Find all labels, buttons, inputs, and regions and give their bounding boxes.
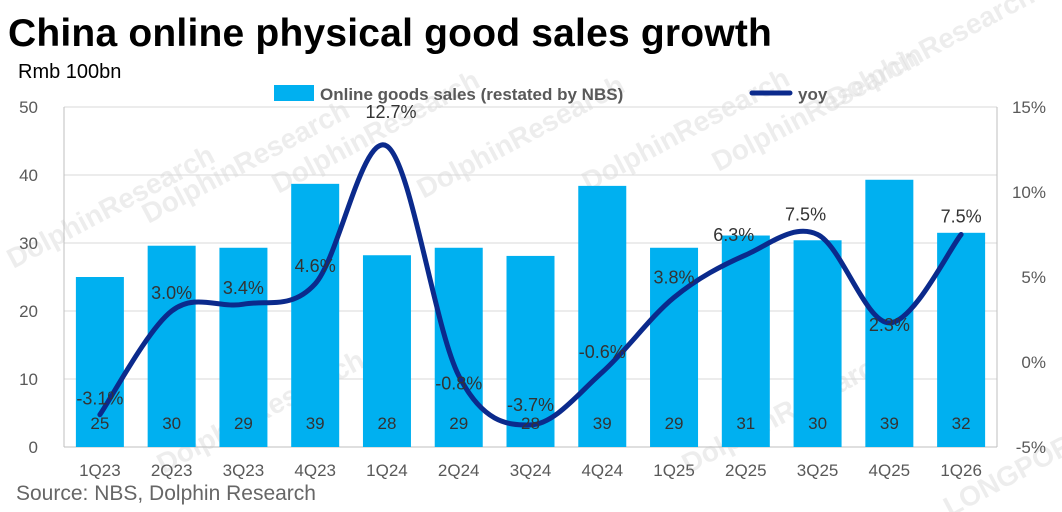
yoy-value-label: -0.8% (435, 374, 482, 394)
legend-bar-swatch (274, 85, 314, 101)
source-note: Source: NBS, Dolphin Research (16, 482, 316, 505)
x-axis-tick-label: 4Q25 (869, 461, 911, 480)
left-axis-tick-label: 50 (19, 98, 38, 117)
right-axis-tick-label: -5% (1016, 438, 1046, 457)
legend-line-label: yoy (798, 85, 828, 104)
yoy-value-label: 4.6% (295, 256, 336, 276)
yoy-value-label: 3.0% (151, 283, 192, 303)
bar-value-label: 39 (593, 414, 612, 433)
yoy-value-label: -0.6% (579, 342, 626, 362)
chart-title: China online physical good sales growth (8, 12, 773, 55)
bar-online-goods-sales (219, 247, 268, 447)
left-axis-tick-label: 30 (19, 234, 38, 253)
yoy-value-label: 12.7% (365, 102, 416, 122)
yoy-line (97, 142, 964, 428)
right-axis-tick-label: 5% (1021, 268, 1046, 287)
x-axis-tick-label: 2Q23 (151, 461, 193, 480)
bar-online-goods-sales (434, 247, 483, 447)
bar-value-label: 39 (880, 414, 899, 433)
yoy-value-label: 6.3% (713, 225, 754, 245)
yoy-value-label: -3.1% (76, 389, 123, 409)
x-axis-tick-label: 3Q25 (797, 461, 839, 480)
yoy-value-label: -3.7% (507, 395, 554, 415)
bar-online-goods-sales (793, 240, 842, 447)
legend-layer: Online goods sales (restated by NBS) yoy (274, 85, 828, 104)
bar-value-label: 25 (90, 414, 109, 433)
yoy-value-label: 7.5% (941, 207, 982, 227)
watermark-text: DolphinResearch (822, 0, 1040, 114)
left-axis-tick-label: 0 (29, 438, 38, 457)
bar-online-goods-sales (75, 277, 124, 447)
bar-value-label: 29 (665, 414, 684, 433)
bar-value-label: 28 (521, 414, 540, 433)
yoy-value-label: 2.3% (869, 315, 910, 335)
right-axis-tick-label: 10% (1012, 183, 1046, 202)
x-axis-tick-label: 1Q23 (79, 461, 121, 480)
axis-layer: 0 10 20 30 40 50 -5% 0% 5% 10% 15% 1Q23 2Q23 3Q23 4Q23… (19, 98, 1046, 480)
bar-online-goods-sales (650, 247, 699, 447)
bar-layer (75, 179, 986, 447)
right-axis-tick-label: 15% (1012, 98, 1046, 117)
x-axis-tick-label: 2Q25 (725, 461, 767, 480)
bar-online-goods-sales (937, 232, 986, 447)
label-layer: 25 30 29 39 28 29 28 39 29 31 30 39 32 -3.1% 3.0% 3.4% 4… (76, 102, 981, 433)
x-axis-tick-label: 4Q23 (294, 461, 336, 480)
bar-online-goods-sales (362, 255, 411, 447)
x-axis-tick-label: 3Q24 (510, 461, 552, 480)
bar-value-label: 39 (306, 414, 325, 433)
legend-bar-label: Online goods sales (restated by NBS) (320, 85, 623, 104)
bar-value-label: 29 (234, 414, 253, 433)
yoy-value-label: 3.4% (223, 278, 264, 298)
bar-value-label: 30 (808, 414, 827, 433)
x-axis-tick-label: 1Q26 (940, 461, 982, 480)
bar-value-label: 31 (736, 414, 755, 433)
x-axis-tick-label: 1Q24 (366, 461, 408, 480)
bar-online-goods-sales (721, 235, 770, 447)
x-axis-tick-label: 4Q24 (581, 461, 623, 480)
bar-online-goods-sales (291, 183, 340, 447)
yoy-value-label: 3.8% (654, 267, 695, 287)
x-axis-tick-label: 2Q24 (438, 461, 480, 480)
bar-online-goods-sales (147, 245, 196, 447)
left-axis-tick-label: 10 (19, 370, 38, 389)
left-axis-tick-label: 20 (19, 302, 38, 321)
line-layer (97, 142, 964, 428)
yoy-value-label: 7.5% (785, 205, 826, 225)
x-axis-tick-label: 3Q23 (223, 461, 265, 480)
x-axis-tick-label: 1Q25 (653, 461, 695, 480)
bar-online-goods-sales (578, 185, 627, 447)
bar-online-goods-sales (506, 255, 555, 447)
bar-value-label: 30 (162, 414, 181, 433)
left-axis-tick-label: 40 (19, 166, 38, 185)
right-axis-tick-label: 0% (1021, 353, 1046, 372)
watermark-text: DolphinResearch (677, 344, 895, 479)
bar-value-label: 29 (449, 414, 468, 433)
bar-value-label: 28 (378, 414, 397, 433)
bar-value-label: 32 (952, 414, 971, 433)
left-axis-unit-label: Rmb 100bn (18, 61, 122, 83)
